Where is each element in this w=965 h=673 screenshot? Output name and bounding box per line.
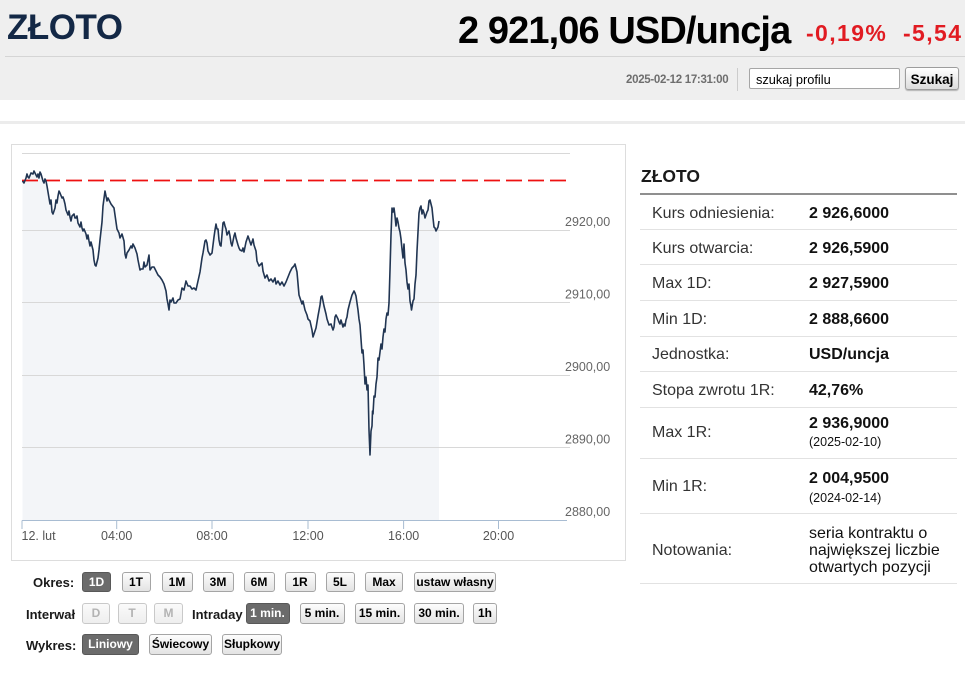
svg-text:12. lut: 12. lut	[22, 529, 57, 543]
svg-text:2910,00: 2910,00	[565, 288, 610, 302]
svg-text:08:00: 08:00	[196, 529, 227, 543]
svg-text:2890,00: 2890,00	[565, 433, 610, 447]
svg-text:04:00: 04:00	[101, 529, 132, 543]
svg-text:12:00: 12:00	[292, 529, 323, 543]
svg-text:2920,00: 2920,00	[565, 215, 610, 229]
svg-text:2880,00: 2880,00	[565, 505, 610, 519]
svg-text:16:00: 16:00	[388, 529, 419, 543]
svg-text:2900,00: 2900,00	[565, 360, 610, 374]
svg-text:20:00: 20:00	[483, 529, 514, 543]
